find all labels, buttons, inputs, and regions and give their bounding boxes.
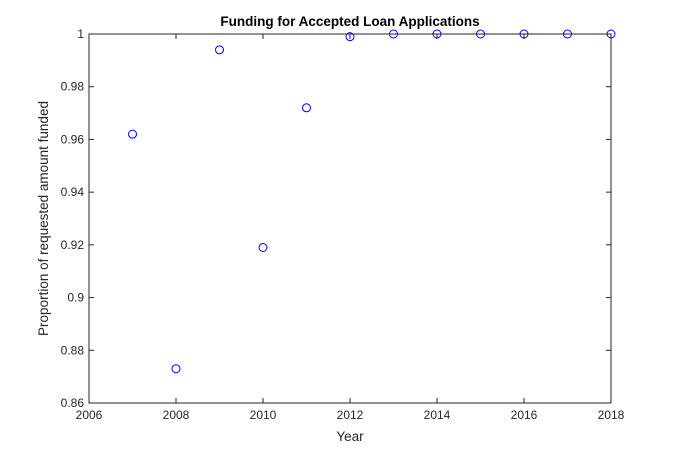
data-point — [171, 364, 181, 374]
chart-title: Funding for Accepted Loan Applications — [220, 14, 479, 29]
tick-labels: 2006 2008 2010 2012 2014 2016 2018 0.86 0.88 0.9 0… — [61, 27, 625, 422]
data-point — [128, 129, 137, 139]
plot-area — [89, 34, 611, 403]
data-point — [302, 103, 311, 113]
y-tick-label: 0.9 — [67, 291, 84, 305]
y-axis-label: Proportion of requested amount funded — [36, 101, 51, 336]
x-tick-label: 2008 — [163, 408, 190, 422]
data-point — [258, 242, 268, 252]
x-tick-label: 2014 — [424, 408, 451, 422]
data-point — [215, 45, 224, 55]
x-tick-label: 2006 — [76, 408, 103, 422]
axes-box — [88, 33, 612, 404]
y-tick-label: 1 — [77, 27, 84, 41]
x-tick-label: 2012 — [337, 408, 364, 422]
y-tick-label: 0.94 — [61, 185, 85, 199]
x-tick-label: 2018 — [598, 408, 625, 422]
x-tick-label: 2016 — [511, 408, 538, 422]
y-tick-label: 0.86 — [61, 396, 85, 410]
x-tick-label: 2010 — [250, 408, 277, 422]
y-tick-label: 0.88 — [61, 343, 85, 357]
x-axis-label: Year — [336, 429, 364, 444]
y-tick-label: 0.96 — [61, 132, 85, 146]
y-tick-label: 0.98 — [61, 80, 85, 94]
y-tick-label: 0.92 — [61, 238, 85, 252]
data-point — [345, 32, 355, 42]
